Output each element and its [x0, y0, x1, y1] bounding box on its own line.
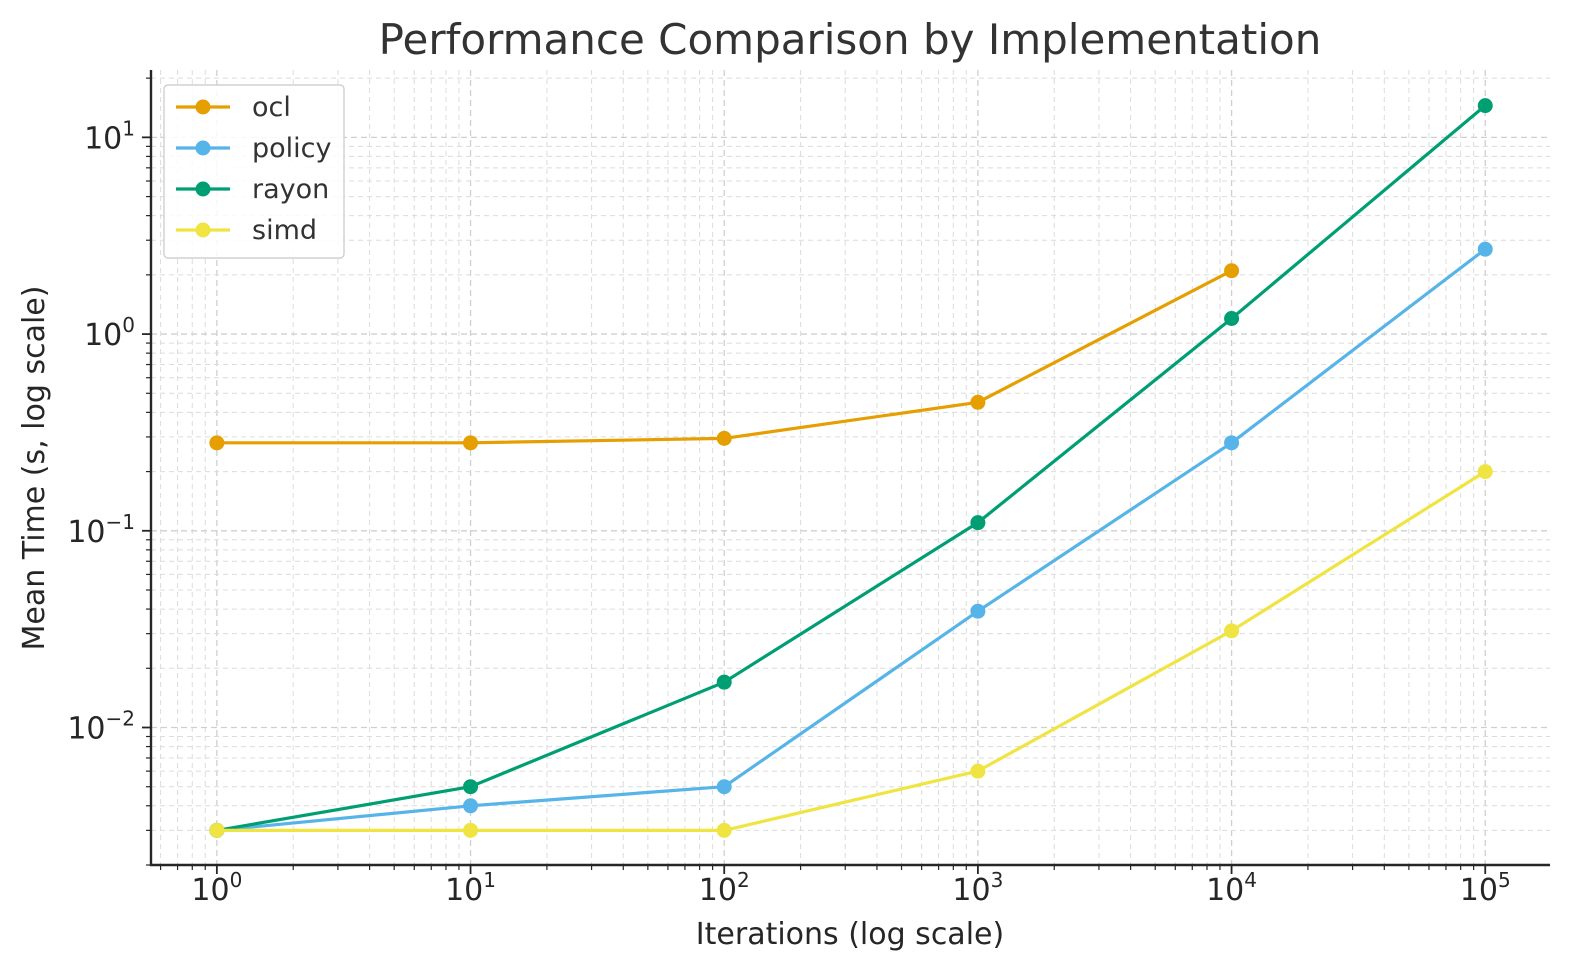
y-tick-label: 100 — [84, 313, 135, 353]
series-policy — [209, 241, 1493, 838]
x-axis-label: Iterations (log scale) — [696, 917, 1004, 952]
y-ticks: 10−2 10−1 100 101 — [67, 77, 151, 866]
data-point-policy — [970, 603, 986, 619]
x-tick-label: 103 — [952, 868, 1003, 908]
data-point-ocl — [716, 430, 732, 446]
legend-item-rayon: rayon — [176, 174, 329, 205]
y-tick-label: 10−2 — [67, 707, 135, 747]
data-point-rayon — [716, 674, 732, 690]
x-ticks: 100 101 102 103 104 105 — [159, 865, 1511, 908]
legend-marker — [195, 99, 211, 115]
legend-box — [163, 84, 345, 259]
data-point-ocl — [463, 435, 479, 451]
legend-label: policy — [252, 133, 332, 164]
legend-label: ocl — [252, 92, 291, 123]
legend: ocl policy rayon simd — [163, 84, 345, 259]
data-point-ocl — [1224, 263, 1240, 279]
x-tick-label: 100 — [191, 868, 242, 908]
data-point-simd — [716, 822, 732, 838]
legend-marker — [195, 181, 211, 197]
data-point-simd — [1224, 623, 1240, 639]
x-tick-label: 101 — [445, 868, 496, 908]
data-point-rayon — [1477, 98, 1493, 114]
x-tick-label: 105 — [1460, 868, 1511, 908]
data-point-simd — [970, 763, 986, 779]
data-point-ocl — [209, 435, 225, 451]
legend-item-policy: policy — [176, 133, 332, 164]
series-line-simd — [215, 470, 1487, 833]
series-simd — [209, 464, 1493, 838]
data-point-ocl — [970, 394, 986, 410]
y-tick-label: 10−1 — [67, 510, 135, 550]
legend-marker — [195, 140, 211, 156]
data-point-rayon — [970, 515, 986, 531]
legend-item-simd: simd — [176, 215, 317, 246]
data-point-policy — [1477, 241, 1493, 257]
x-tick-label: 102 — [699, 868, 750, 908]
x-tick-label: 104 — [1206, 868, 1257, 908]
chart-title: Performance Comparison by Implementation — [379, 15, 1322, 64]
series-line-policy — [215, 247, 1487, 833]
y-tick-label: 101 — [84, 116, 135, 156]
grid — [151, 70, 1550, 866]
y-axis-label: Mean Time (s, log scale) — [17, 286, 52, 651]
series-layer — [209, 98, 1493, 838]
legend-item-ocl: ocl — [176, 92, 291, 123]
series-ocl — [209, 263, 1240, 451]
legend-label: simd — [252, 215, 317, 246]
legend-label: rayon — [252, 174, 329, 205]
legend-marker — [195, 222, 211, 238]
data-point-simd — [1477, 464, 1493, 480]
series-line-rayon — [215, 103, 1487, 833]
data-point-simd — [209, 822, 225, 838]
data-point-policy — [1224, 435, 1240, 451]
data-point-simd — [463, 822, 479, 838]
data-point-rayon — [463, 779, 479, 795]
data-point-rayon — [1224, 310, 1240, 326]
axes — [149, 70, 1550, 867]
data-point-policy — [463, 798, 479, 814]
data-point-policy — [716, 779, 732, 795]
